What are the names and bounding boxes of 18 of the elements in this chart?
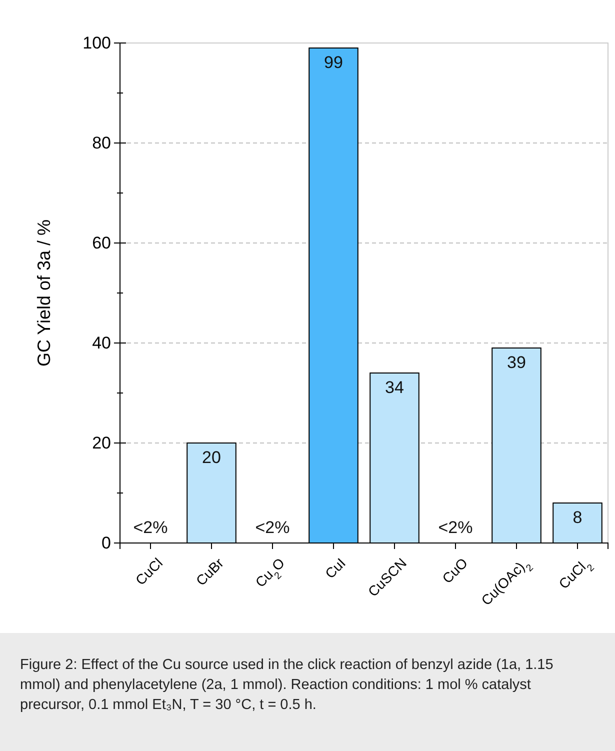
y-axis-title: GC Yield of 3a / % (34, 219, 54, 367)
y-tick-label: 100 (82, 33, 111, 52)
y-tick-label: 60 (92, 233, 111, 252)
data-label: <2% (255, 518, 290, 537)
data-label: 20 (202, 448, 221, 467)
caption: Figure 2: Effect of the Cu source used in the click reaction of benzyl azide (1a, 1.15 mmol) and phenylacetylene (2a, 1 mmol). Reaction conditions: 1 mol % catalyst precursor, 0.1 mmol Et₃N, T = 30 °C, t = 0.5 h. (0, 633, 615, 751)
y-tick-label: 40 (92, 333, 111, 352)
data-label: 34 (385, 378, 404, 397)
y-tick-label: 80 (92, 133, 111, 152)
data-label: <2% (438, 518, 473, 537)
data-label: <2% (133, 518, 168, 537)
x-tick-label: CuI (322, 554, 349, 582)
data-label: 8 (572, 508, 582, 527)
x-tick-label: CuO (438, 554, 471, 586)
y-tick-label: 0 (102, 533, 111, 552)
y-tick-label: 20 (92, 433, 111, 452)
data-label: 99 (324, 53, 343, 72)
data-label: 39 (507, 353, 526, 372)
